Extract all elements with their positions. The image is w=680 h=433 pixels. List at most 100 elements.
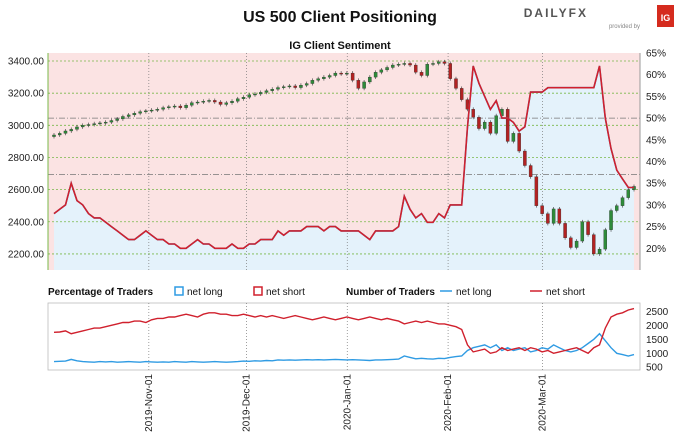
candle-body	[126, 114, 131, 117]
candle-body	[408, 63, 412, 66]
candle-body	[437, 61, 441, 64]
lower-y-tick-label: 2000	[646, 321, 669, 332]
lower-y-tick-label: 1000	[646, 349, 669, 360]
y-tick-label-left: 3000.00	[8, 121, 45, 132]
legend-num-short-label: net short	[546, 287, 585, 298]
candle-body	[270, 89, 274, 91]
candle-body	[132, 113, 137, 116]
y-tick-label-right: 65%	[646, 49, 666, 60]
net-short-count-line	[53, 307, 635, 355]
y-tick-label-left: 3200.00	[8, 89, 45, 100]
candle-body	[98, 122, 102, 125]
candle-body	[184, 105, 188, 108]
candle-body	[609, 210, 613, 230]
candle-body	[603, 229, 608, 250]
candle-body	[293, 85, 297, 88]
candle-body	[425, 64, 429, 76]
y-tick-label-left: 2600.00	[8, 185, 45, 196]
candle-body	[327, 75, 332, 78]
candle-body	[385, 67, 389, 71]
lower-y-tick-label: 500	[646, 363, 663, 374]
y-tick-label-right: 45%	[646, 135, 666, 146]
candle-body	[281, 86, 286, 88]
candle-body	[190, 102, 194, 106]
candle-body	[69, 129, 73, 132]
candle-body	[322, 76, 326, 79]
candle-body	[218, 101, 223, 105]
candle-body	[310, 80, 315, 84]
net-long-area	[54, 66, 634, 270]
candle-body	[523, 150, 527, 166]
candle-body	[264, 90, 269, 93]
candle-body	[287, 85, 292, 88]
candle-body	[224, 102, 228, 105]
legend: Percentage of Traders net long net short…	[48, 286, 585, 298]
candle-body	[304, 83, 309, 86]
x-tick-label: 2020-Feb-01	[443, 374, 454, 432]
y-tick-label-left: 3400.00	[8, 57, 45, 68]
dailyfx-logo: DAILYFX provided by IG	[524, 5, 674, 30]
candle-body	[419, 72, 424, 76]
candle-body	[402, 63, 407, 65]
candle-body	[195, 101, 200, 104]
candle-body	[345, 72, 349, 75]
candle-body	[442, 61, 447, 64]
legend-percentage-label: Percentage of Traders	[48, 287, 153, 298]
candle-body	[121, 116, 125, 120]
candle-body	[431, 63, 435, 65]
y-tick-label-left: 2200.00	[8, 249, 45, 260]
candle-body	[207, 100, 211, 102]
candle-body	[253, 93, 257, 96]
candle-body	[580, 221, 585, 242]
candle-body	[161, 107, 165, 110]
candle-body	[356, 80, 361, 89]
candle-body	[149, 109, 154, 112]
candle-body	[448, 63, 452, 79]
candle-body	[167, 106, 171, 108]
x-tick-label: 2019-Dec-01	[241, 374, 252, 432]
candle-body	[333, 72, 338, 76]
candle-body	[511, 133, 516, 142]
candle-body	[138, 111, 142, 114]
legend-num-long-label: net long	[456, 287, 492, 298]
candle-body	[396, 64, 401, 66]
candle-body	[178, 105, 183, 108]
y-tick-label-right: 35%	[646, 179, 666, 190]
candle-body	[620, 197, 625, 206]
y-tick-label-right: 40%	[646, 157, 666, 168]
candle-body	[155, 109, 160, 111]
net-short-pct-line	[53, 65, 634, 250]
candle-body	[339, 72, 343, 75]
legend-pct-long-swatch	[174, 286, 184, 296]
brand-tagline: provided by	[609, 24, 640, 30]
legend-pct-short-swatch	[253, 286, 263, 296]
y-tick-label-right: 55%	[646, 92, 666, 103]
lower-y-tick-label: 1500	[646, 335, 669, 346]
candle-body	[201, 101, 206, 103]
candle-body	[563, 223, 567, 239]
candle-body	[230, 101, 234, 103]
candle-body	[482, 121, 487, 129]
candle-body	[92, 123, 96, 125]
candle-body	[362, 81, 366, 89]
candle-body	[144, 110, 148, 113]
candle-body	[276, 87, 280, 90]
brand-text: DAILYFX	[524, 6, 588, 20]
candle-body	[316, 78, 320, 81]
chart-title: US 500 Client Positioning	[243, 9, 437, 26]
candle-body	[391, 64, 395, 68]
candle-body	[75, 126, 79, 130]
candle-body	[569, 237, 573, 248]
candle-body	[86, 124, 91, 126]
candle-body	[597, 248, 602, 255]
candle-body	[350, 72, 355, 81]
candle-body	[368, 76, 372, 83]
candle-body	[58, 133, 62, 136]
legend-pct-short-label: net short	[266, 287, 305, 298]
y-tick-label-right: 25%	[646, 222, 666, 233]
candle-body	[103, 121, 108, 124]
legend-number-label: Number of Traders	[346, 287, 435, 298]
candle-body	[379, 69, 384, 73]
lower-plot-frame	[47, 302, 641, 371]
